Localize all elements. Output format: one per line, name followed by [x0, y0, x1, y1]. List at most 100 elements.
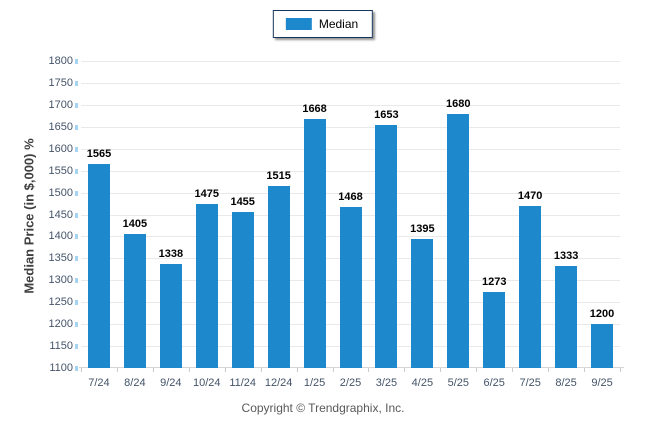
bar-value-label: 1668 [302, 102, 327, 115]
y-tick-mark [75, 278, 78, 284]
x-tick-label-2/25: 2/25 [339, 377, 362, 389]
y-tick-label-1400: 1400 [48, 230, 73, 243]
x-tick-mark [548, 368, 550, 372]
x-tick-mark [620, 368, 621, 372]
gridline-1600 [81, 148, 620, 150]
bar-9/25[interactable] [591, 324, 614, 368]
plot-area: 1565 1405 1338 1475 1455 1515 1668 1468 1653 1395… [79, 61, 624, 368]
gridline-1800 [81, 61, 620, 62]
bar-value-label: 1475 [194, 187, 220, 200]
bar-6/25[interactable] [483, 292, 506, 368]
gridline-1650 [81, 126, 620, 128]
bar-2/25[interactable] [339, 206, 362, 368]
bar-value-label: 1405 [122, 218, 148, 231]
x-tick-mark [296, 368, 298, 372]
bar-value-label: 1468 [338, 190, 363, 203]
x-tick-mark [584, 368, 586, 372]
bar-9/24[interactable] [159, 263, 182, 368]
x-tick-label-4/25: 4/25 [411, 377, 434, 389]
y-tick-label-1200: 1200 [48, 318, 73, 331]
y-tick-label-1550: 1550 [48, 164, 73, 177]
bar-value-label: 1200 [589, 308, 615, 321]
bar-8/24[interactable] [123, 234, 146, 368]
bar-11/24[interactable] [231, 212, 254, 368]
y-tick-mark [75, 212, 78, 218]
bar-10/24[interactable] [195, 203, 218, 368]
bar-7/25[interactable] [519, 205, 542, 368]
bar-value-label: 1395 [410, 222, 435, 235]
y-tick-mark [75, 168, 78, 174]
x-tick-mark [81, 368, 82, 372]
bar-value-label: 1455 [230, 196, 255, 209]
y-tick-mark [75, 80, 78, 86]
y-tick-label-1650: 1650 [48, 120, 73, 133]
bar-value-label: 1338 [158, 247, 184, 260]
x-tick-mark [188, 368, 190, 372]
x-tick-label-6/25: 6/25 [483, 377, 505, 389]
y-tick-mark [75, 234, 78, 240]
bar-value-label: 1565 [86, 148, 112, 161]
y-tick-mark [75, 124, 78, 130]
y-tick-mark [75, 344, 78, 350]
gridline-1500 [81, 192, 620, 194]
y-tick-label-1450: 1450 [48, 208, 73, 221]
copyright-text: Copyright © Trendgraphix, Inc. [241, 401, 405, 415]
bar-4/25[interactable] [411, 238, 434, 368]
bar-5/25[interactable] [447, 113, 470, 368]
bar-value-label: 1680 [446, 97, 471, 110]
x-tick-mark [440, 368, 442, 372]
x-tick-mark [260, 368, 262, 372]
x-tick-mark [404, 368, 406, 372]
legend[interactable]: Median [272, 10, 374, 38]
gridline-1550 [81, 170, 620, 172]
x-tick-label-5/25: 5/25 [447, 377, 470, 389]
y-tick-label-1300: 1300 [48, 274, 73, 287]
bar-3/25[interactable] [375, 125, 398, 368]
bar-value-label: 1333 [553, 249, 579, 262]
y-tick-label-1100: 1100 [49, 362, 73, 374]
legend-swatch-median [285, 18, 312, 30]
x-tick-label-7/25: 7/25 [519, 377, 541, 389]
y-tick-label-1150: 1150 [49, 340, 73, 353]
bar-12/24[interactable] [267, 186, 290, 368]
y-tick-label-1500: 1500 [48, 186, 73, 199]
y-tick-mark [75, 256, 78, 262]
y-tick-mark [75, 59, 78, 64]
x-tick-mark [476, 368, 478, 372]
bar-8/25[interactable] [555, 265, 578, 368]
y-tick-label-1750: 1750 [48, 76, 73, 89]
y-tick-label-1700: 1700 [48, 98, 73, 111]
y-tick-mark [75, 366, 78, 371]
gridline-1750 [81, 82, 620, 84]
x-tick-label-9/25: 9/25 [591, 377, 613, 389]
y-tick-label-1600: 1600 [48, 142, 73, 155]
x-tick-label-10/24: 10/24 [193, 377, 221, 389]
legend-label-median: Median [318, 17, 359, 31]
bar-value-label: 1470 [517, 189, 543, 202]
bar-value-label: 1515 [266, 169, 291, 182]
x-tick-label-8/24: 8/24 [124, 377, 146, 389]
x-tick-mark [512, 368, 514, 372]
x-tick-mark [224, 368, 226, 372]
bar-value-label: 1273 [481, 276, 507, 289]
y-tick-mark [75, 300, 78, 306]
x-tick-mark [152, 368, 154, 372]
x-tick-label-9/24: 9/24 [160, 377, 182, 389]
y-tick-mark [75, 322, 78, 328]
x-tick-mark [116, 368, 118, 372]
x-tick-label-8/25: 8/25 [555, 377, 577, 389]
y-tick-label-1350: 1350 [48, 252, 73, 265]
x-tick-label-7/24: 7/24 [88, 377, 110, 389]
x-tick-label-12/24: 12/24 [264, 377, 293, 389]
bar-1/25[interactable] [303, 118, 326, 368]
y-tick-mark [75, 102, 78, 108]
y-tick-label-1800: 1800 [48, 55, 73, 67]
x-tick-label-3/25: 3/25 [375, 377, 398, 389]
bar-7/24[interactable] [87, 164, 110, 368]
x-tick-mark [368, 368, 370, 372]
y-tick-mark [75, 190, 78, 196]
x-tick-label-1/25: 1/25 [303, 377, 326, 389]
y-tick-label-1250: 1250 [48, 296, 73, 309]
x-tick-mark [332, 368, 334, 372]
